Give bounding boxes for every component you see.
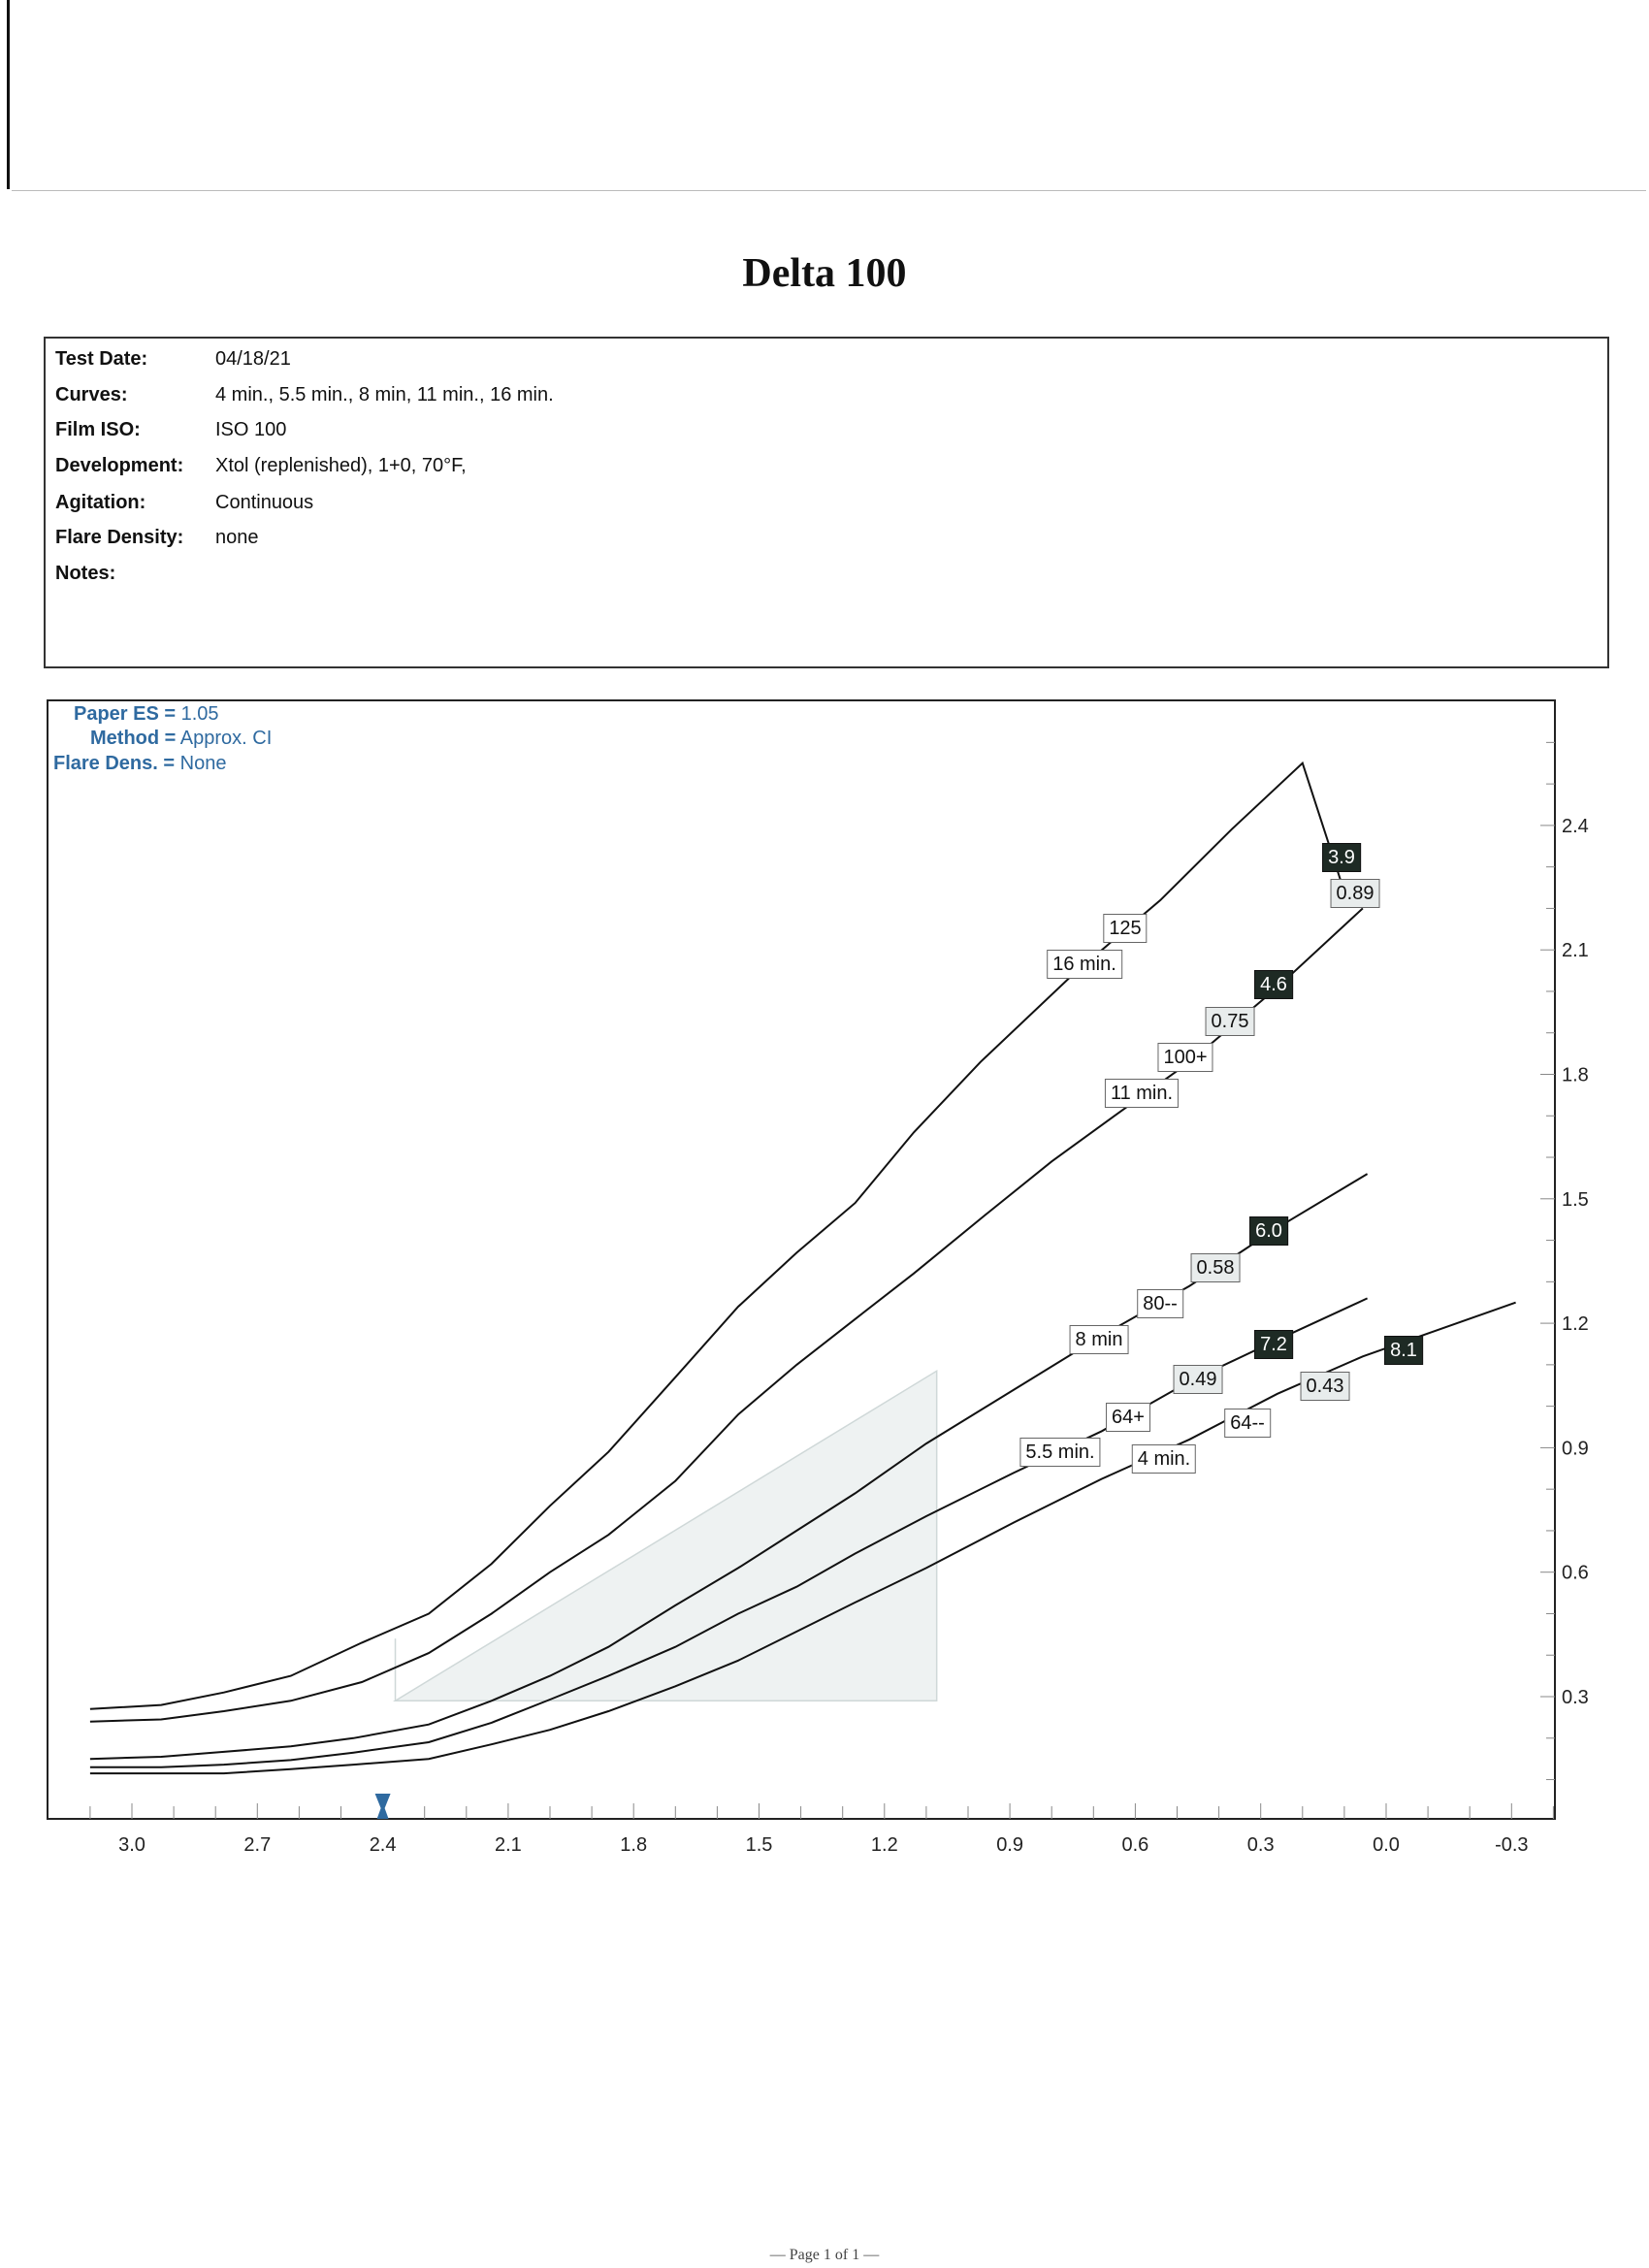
info-label: Film ISO: xyxy=(55,419,141,440)
param-method: Method = Approx. CI xyxy=(90,728,272,750)
curve-5-5-speed-label: 64+ xyxy=(1106,1403,1150,1432)
curve-4-name-label: 4 min. xyxy=(1131,1444,1197,1474)
x-tick-label: 2.4 xyxy=(370,1834,397,1856)
y-tick-label: 0.3 xyxy=(1562,1687,1589,1708)
x-tick-label: 0.0 xyxy=(1373,1834,1400,1856)
curve-16-speed-label: 125 xyxy=(1103,914,1148,943)
y-tick-label: 0.9 xyxy=(1562,1438,1589,1459)
curve-5-5-min xyxy=(89,1297,1369,1768)
info-value: none xyxy=(215,527,259,548)
page-footer: — Page 1 of 1 — xyxy=(769,2247,880,2263)
y-tick-label: 2.1 xyxy=(1562,940,1589,961)
param-paper-es: Paper ES = 1.05 xyxy=(74,703,219,726)
page-title: Delta 100 xyxy=(742,251,907,296)
curve-16-dark-label: 3.9 xyxy=(1322,843,1361,872)
info-value: 04/18/21 xyxy=(215,348,291,370)
x-tick-label: 0.9 xyxy=(996,1834,1023,1856)
y-tick-label: 1.8 xyxy=(1562,1065,1589,1086)
param-value: 1.05 xyxy=(180,703,219,725)
scan-edge-line xyxy=(7,0,10,189)
curve-11-min xyxy=(89,907,1364,1723)
param-label: Method = xyxy=(90,728,177,749)
y-tick-label: 1.2 xyxy=(1562,1313,1589,1335)
x-tick-label: 0.3 xyxy=(1247,1834,1275,1856)
info-value: Continuous xyxy=(215,492,314,513)
info-value: ISO 100 xyxy=(215,419,287,440)
y-tick-label: 2.4 xyxy=(1562,816,1589,837)
info-label: Flare Density: xyxy=(55,527,184,548)
curve-4-contrast-label: 0.43 xyxy=(1300,1372,1350,1401)
x-tick-label: 3.0 xyxy=(118,1834,146,1856)
shaded-region xyxy=(392,1369,938,1702)
curve-11-contrast-label: 0.75 xyxy=(1205,1007,1255,1036)
x-tick-label: 0.6 xyxy=(1121,1834,1148,1856)
curve-8-contrast-label: 0.58 xyxy=(1190,1253,1241,1282)
curve-16-min xyxy=(89,761,1345,1710)
info-label: Curves: xyxy=(55,384,128,405)
y-tick-label: 0.6 xyxy=(1562,1563,1589,1584)
y-tick-label: 1.5 xyxy=(1562,1189,1589,1211)
curve-16-name-label: 16 min. xyxy=(1047,950,1122,979)
param-label: Paper ES = xyxy=(74,703,177,725)
curve-11-speed-label: 100+ xyxy=(1157,1043,1213,1072)
info-label: Notes: xyxy=(55,563,116,584)
curve-8-speed-label: 80-- xyxy=(1137,1289,1183,1318)
x-tick-label: 1.2 xyxy=(871,1834,898,1856)
info-label: Development: xyxy=(55,455,184,476)
curve-5-5-contrast-label: 0.49 xyxy=(1173,1365,1223,1394)
curve-8-dark-label: 6.0 xyxy=(1249,1216,1288,1246)
curve-11-name-label: 11 min. xyxy=(1104,1079,1180,1108)
param-value: Approx. CI xyxy=(179,728,273,749)
x-tick-label: -0.3 xyxy=(1495,1834,1528,1856)
curve-16-contrast-label: 0.89 xyxy=(1330,879,1380,908)
exposure-marker-icon xyxy=(374,1794,391,1819)
test-info-panel: Test Date: 04/18/21 Curves: 4 min., 5.5 mi… xyxy=(44,337,1609,668)
x-tick-label: 1.5 xyxy=(746,1834,773,1856)
x-tick-label: 2.7 xyxy=(243,1834,271,1856)
x-tick-label: 1.8 xyxy=(620,1834,647,1856)
info-value: Xtol (replenished), 1+0, 70°F, xyxy=(215,455,467,476)
curve-8-name-label: 8 min xyxy=(1069,1325,1129,1354)
curve-5-5-dark-label: 7.2 xyxy=(1254,1330,1293,1359)
header-divider xyxy=(12,190,1646,191)
curve-11-dark-label: 4.6 xyxy=(1254,970,1293,999)
info-label: Agitation: xyxy=(55,492,146,513)
curve-5-5-name-label: 5.5 min. xyxy=(1019,1438,1101,1467)
param-value: None xyxy=(179,753,227,774)
param-label: Flare Dens. = xyxy=(53,753,176,774)
x-tick-label: 2.1 xyxy=(495,1834,522,1856)
param-flare-dens: Flare Dens. = None xyxy=(53,753,226,775)
curve-4-dark-label: 8.1 xyxy=(1384,1336,1423,1365)
info-value: 4 min., 5.5 min., 8 min, 11 min., 16 min… xyxy=(215,384,554,405)
info-label: Test Date: xyxy=(55,348,148,370)
curve-4-speed-label: 64-- xyxy=(1224,1409,1271,1438)
